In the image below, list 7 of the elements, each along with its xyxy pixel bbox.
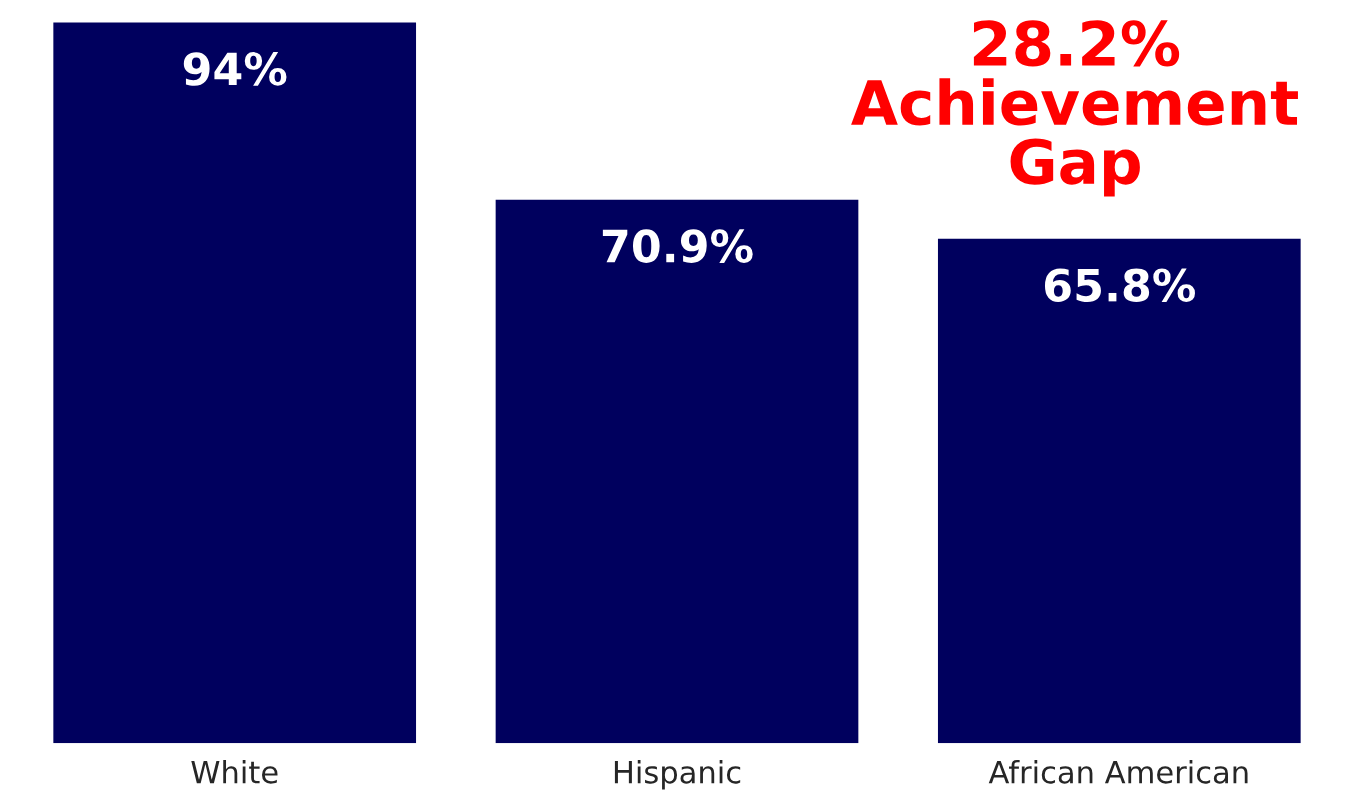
data-label: 94% (183, 52, 287, 86)
data-label: 65.8% (1044, 268, 1195, 302)
annotation: 28.2% Achievement Gap (851, 20, 1298, 197)
x-tick-label: White (191, 760, 278, 784)
x-tick-label: Hispanic (614, 760, 741, 790)
data-label: 70.9% (602, 229, 753, 263)
x-tick-label: African American (988, 760, 1248, 784)
